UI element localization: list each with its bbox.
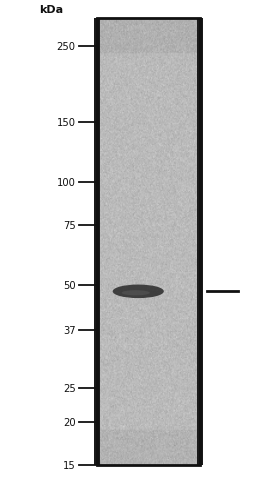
Text: 25: 25	[63, 384, 76, 393]
Bar	[97, 19, 200, 465]
Ellipse shape	[113, 285, 164, 299]
Ellipse shape	[122, 290, 150, 296]
Text: kDa: kDa	[39, 4, 63, 15]
Text: 15: 15	[63, 460, 76, 469]
Bar	[197, 19, 203, 465]
Text: 20: 20	[63, 417, 76, 427]
Text: 50: 50	[63, 281, 76, 290]
Text: 75: 75	[63, 220, 76, 230]
Text: 100: 100	[57, 178, 76, 188]
Text: 150: 150	[57, 117, 76, 127]
Text: 37: 37	[63, 325, 76, 335]
Text: 250: 250	[57, 42, 76, 51]
Bar	[94, 19, 100, 465]
